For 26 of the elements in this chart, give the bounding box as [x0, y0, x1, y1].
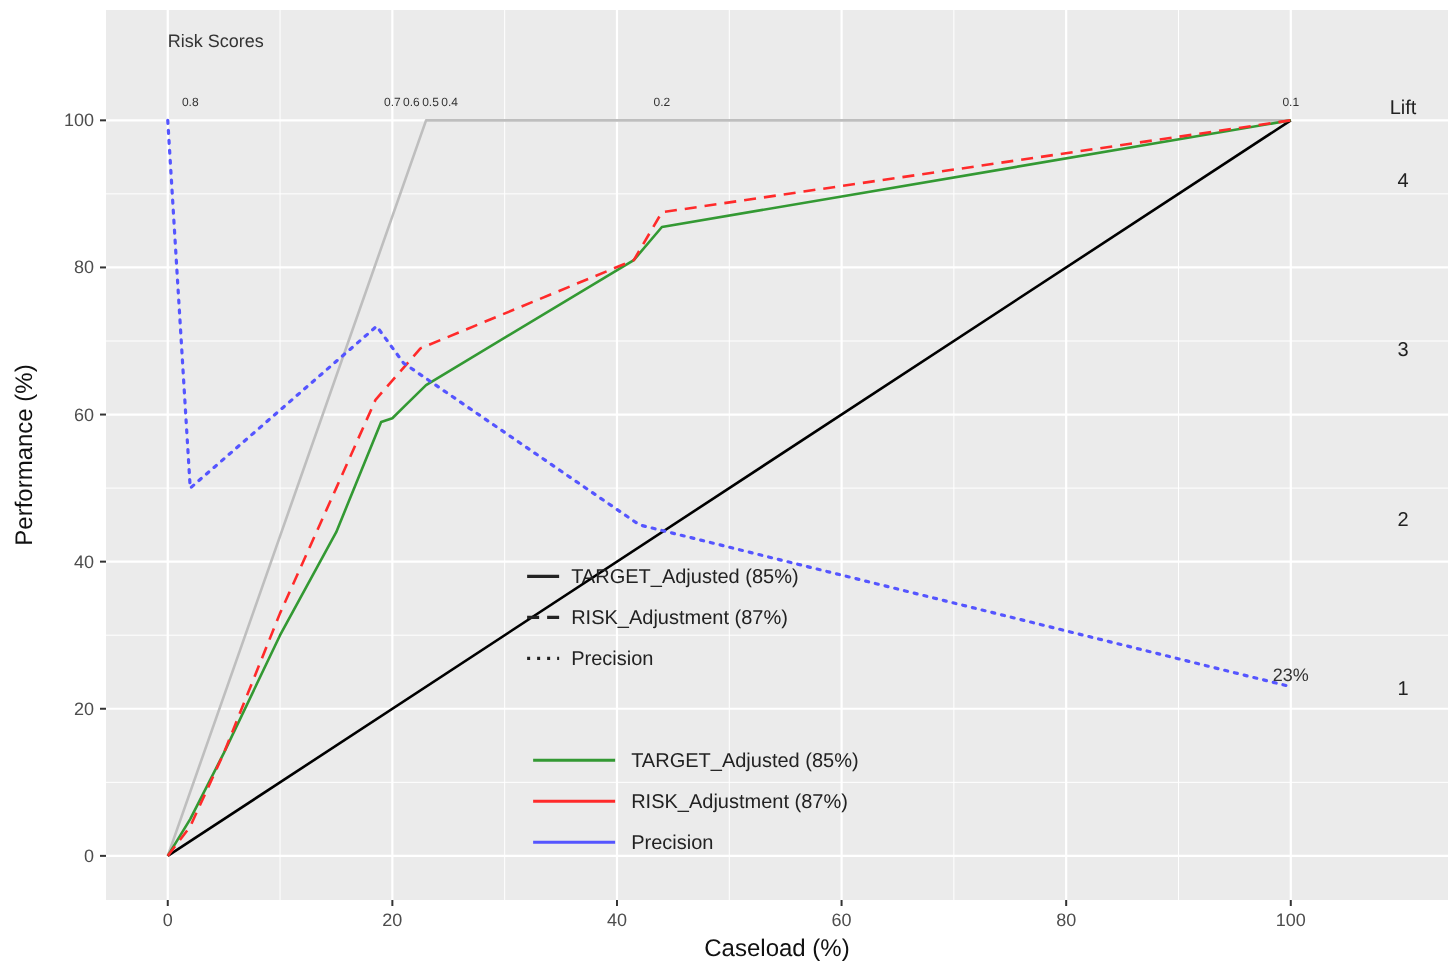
- legend-label: Precision: [631, 833, 714, 856]
- x-tick-label: 100: [1275, 910, 1306, 930]
- y2-tick-label: 2: [1397, 509, 1410, 532]
- text: RISK_Adjustment (87%): [571, 608, 788, 631]
- y-tick-label: 20: [73, 698, 94, 719]
- y-tick-label: 0: [83, 845, 94, 866]
- annotation: 23%: [1272, 664, 1309, 685]
- x-tick-label: 60: [831, 910, 852, 930]
- text: Precision: [571, 649, 654, 672]
- x-tick-label: 80: [1056, 910, 1077, 930]
- x-axis-title: Caseload (%): [704, 934, 850, 962]
- x-tick-label: 40: [606, 910, 627, 930]
- y2-tick-label: 4: [1397, 171, 1410, 194]
- x-tick-label: 20: [382, 910, 403, 930]
- y2-axis-title: Lift: [1389, 98, 1417, 121]
- y-tick-label: 100: [63, 110, 94, 131]
- y-tick-label: 80: [73, 257, 94, 278]
- y-tick-label: 60: [73, 404, 94, 425]
- annotation: Risk Scores: [167, 30, 265, 51]
- legend-label: RISK_Adjustment (87%): [631, 792, 848, 815]
- y-axis-title: Performance (%): [10, 364, 38, 546]
- legend-label: TARGET_Adjusted (85%): [631, 751, 859, 774]
- y2-tick-label: 3: [1397, 340, 1410, 363]
- x-tick-label: 0: [162, 910, 173, 930]
- y2-tick-label: 1: [1397, 678, 1410, 701]
- y-tick-label: 40: [73, 551, 94, 572]
